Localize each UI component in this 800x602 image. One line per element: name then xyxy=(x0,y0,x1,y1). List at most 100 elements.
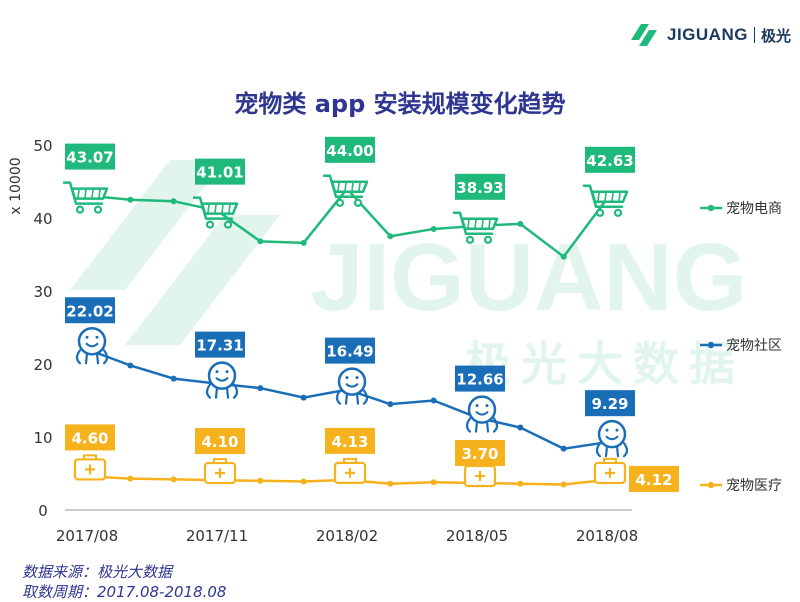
data-point xyxy=(517,480,524,487)
pet-eye xyxy=(215,370,219,374)
data-point xyxy=(257,477,264,484)
data-label: 43.07 xyxy=(66,149,113,167)
watermark-subtext: 极光大数据 xyxy=(465,337,745,391)
data-label-box xyxy=(455,173,505,200)
data-point xyxy=(127,196,134,203)
medical-kit-icon xyxy=(73,454,107,481)
legend-swatch-dot xyxy=(707,481,715,489)
data-point xyxy=(517,424,524,431)
data-point xyxy=(387,480,394,487)
data-point xyxy=(430,479,437,486)
data-label-box xyxy=(65,424,115,451)
kit-handle xyxy=(343,457,357,463)
medical-kit-icon xyxy=(203,458,237,485)
pet-eye xyxy=(225,370,229,374)
watermark: JIGUANG 极光大数据 xyxy=(70,160,747,391)
data-label: 44.00 xyxy=(326,142,373,160)
cart-wheel xyxy=(613,208,623,217)
data-label-box xyxy=(585,390,635,417)
cart-rib xyxy=(611,192,614,201)
shopping-cart-icon xyxy=(322,174,369,207)
cart-basket xyxy=(460,217,499,231)
legend-item: 宠物医疗 xyxy=(700,478,782,494)
y-tick-label: 10 xyxy=(33,429,52,447)
data-source-note: 数据来源：极光大数据 取数周期：2017.08-2018.08 xyxy=(22,562,226,602)
y-tick-label: 50 xyxy=(33,137,52,155)
data-label-box xyxy=(195,331,245,358)
shopping-cart-icon xyxy=(452,211,499,244)
pet-head xyxy=(337,367,367,396)
source-line: 数据来源：极光大数据 xyxy=(22,563,173,581)
data-label: 4.13 xyxy=(331,433,368,451)
cart-wheel xyxy=(483,235,493,244)
period-line: 取数周期：2017.08-2018.08 xyxy=(22,583,227,601)
data-label: 17.31 xyxy=(196,337,243,355)
cart-basket xyxy=(200,202,239,215)
data-point xyxy=(517,220,524,227)
legend-item: 宠物电商 xyxy=(700,201,782,217)
data-point xyxy=(257,385,264,392)
pet-paws xyxy=(205,383,239,399)
medical-kit-icon xyxy=(333,457,367,484)
legend-label: 宠物社区 xyxy=(726,338,782,354)
data-point xyxy=(387,233,394,240)
pet-paw-icon xyxy=(465,395,499,433)
cart-rib xyxy=(344,182,347,191)
cart-rib xyxy=(618,192,621,201)
cart-wheel xyxy=(223,220,233,229)
legend-swatch-dot xyxy=(707,204,715,212)
cart-rib xyxy=(228,204,231,213)
data-label: 41.01 xyxy=(196,164,243,182)
pet-paw-icon xyxy=(205,361,239,399)
watermark-text: JIGUANG xyxy=(310,224,747,331)
pet-head xyxy=(77,327,107,356)
cart-rib xyxy=(488,219,491,228)
pet-mouth xyxy=(475,410,489,416)
data-label-box xyxy=(195,428,245,455)
cart-rib xyxy=(207,204,210,213)
data-point xyxy=(300,394,307,401)
data-label-box xyxy=(455,365,505,392)
data-label-box xyxy=(455,439,505,466)
cart-rib xyxy=(474,219,477,228)
x-tick-label: 2018/08 xyxy=(576,527,638,545)
data-label: 4.12 xyxy=(635,471,672,489)
data-point xyxy=(430,225,437,232)
pet-paws xyxy=(75,349,109,365)
medical-kit-icon xyxy=(593,457,627,485)
pet-mouth xyxy=(215,376,229,382)
data-point xyxy=(170,476,177,483)
data-point xyxy=(257,238,264,245)
legend-swatch-dot xyxy=(707,341,715,349)
pet-eye xyxy=(95,335,99,339)
data-point xyxy=(430,397,437,404)
cart-basket xyxy=(70,187,109,200)
data-point xyxy=(300,478,307,485)
chart-title: 宠物类 app 安装规模变化趋势 xyxy=(234,90,566,118)
pet-paws xyxy=(595,442,629,458)
data-label: 38.93 xyxy=(456,179,503,197)
data-label-box xyxy=(195,158,245,185)
data-label: 3.70 xyxy=(461,445,498,463)
data-label: 12.66 xyxy=(456,371,503,389)
cart-wheel xyxy=(75,205,85,214)
data-point xyxy=(170,375,177,382)
pet-paw-icon xyxy=(335,367,369,405)
data-label-box xyxy=(65,143,115,170)
pet-head xyxy=(467,395,497,424)
legend-item: 宠物社区 xyxy=(700,338,782,354)
series-1: 43.07 41.01 44.00 38.93 42.63 xyxy=(62,136,635,260)
cart-rib xyxy=(358,182,361,191)
jiguang-logo-icon xyxy=(631,24,657,46)
data-label-box xyxy=(325,427,375,454)
legend-label: 宠物医疗 xyxy=(726,478,782,494)
data-label: 22.02 xyxy=(66,302,113,320)
cart-basket xyxy=(330,180,369,194)
data-label-box xyxy=(325,337,375,364)
cart-rib xyxy=(221,204,224,213)
cart-rib xyxy=(467,219,470,228)
data-point xyxy=(560,253,567,260)
data-label: 4.60 xyxy=(71,429,108,447)
data-label-box xyxy=(65,297,115,324)
cart-wheel xyxy=(335,198,345,207)
